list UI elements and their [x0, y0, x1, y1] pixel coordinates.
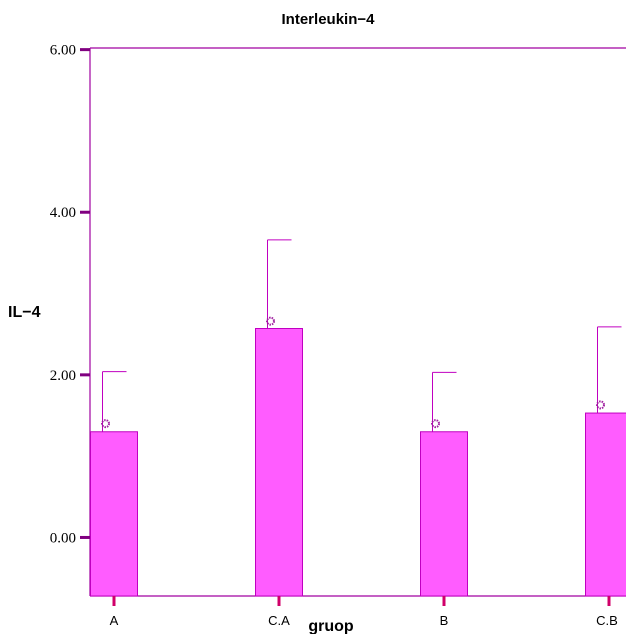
bar	[90, 431, 138, 597]
x-tick-label: A	[110, 613, 119, 628]
chart-title: Interleukin−4	[282, 11, 376, 28]
y-tick-label: 0.00	[50, 530, 76, 546]
data-marker	[431, 419, 440, 429]
data-marker	[596, 400, 605, 410]
data-marker	[266, 316, 275, 326]
bar	[420, 431, 468, 597]
bar	[585, 412, 626, 597]
bar	[255, 328, 303, 597]
y-tick-label: 6.00	[50, 43, 76, 59]
y-tick-label: 2.00	[50, 368, 76, 384]
data-marker	[101, 419, 110, 429]
y-tick-label: 4.00	[50, 205, 76, 221]
x-tick-label: C.B	[596, 613, 618, 628]
x-axis-label: gruop	[308, 618, 354, 634]
y-axis-label: IL−4	[8, 304, 41, 321]
x-tick-label: C.A	[268, 613, 290, 628]
plot-area: 0.00 2.00 4.00 6.00 A C.A B C.B	[50, 43, 626, 628]
x-tick-label: B	[440, 613, 449, 628]
